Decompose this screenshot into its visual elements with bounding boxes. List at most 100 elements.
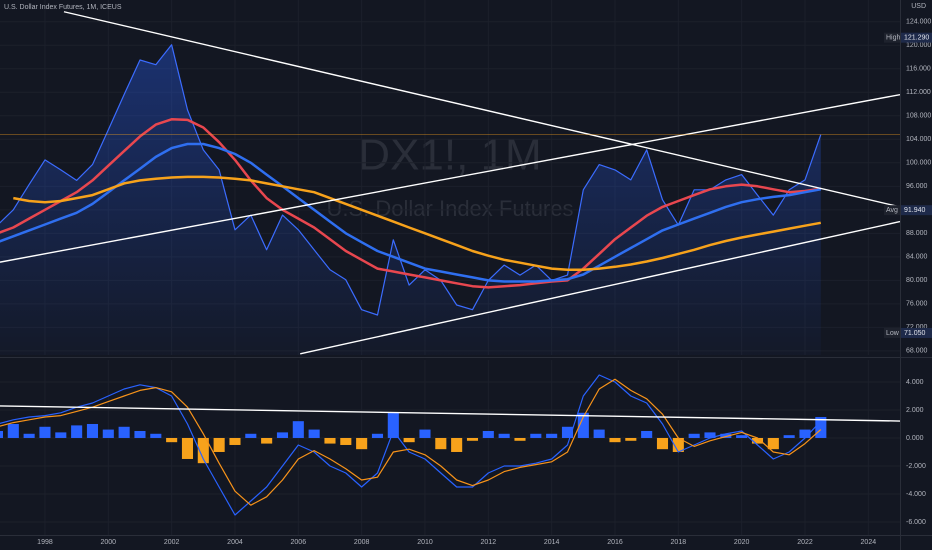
series-line — [0, 142, 822, 283]
histogram-bar — [419, 429, 431, 438]
marker-name: Low — [886, 330, 900, 337]
histogram-bar — [387, 412, 399, 438]
watermark-sub: U.S. Dollar Index Futures — [327, 196, 574, 221]
chart-header: U.S. Dollar Index Futures, 1M, ICEUS — [4, 4, 122, 11]
histogram-bar — [641, 430, 653, 438]
marker-value-box — [901, 327, 932, 338]
y-tick-label: 84.000 — [906, 254, 928, 261]
marker-value: 121.290 — [904, 35, 929, 42]
currency: USD — [911, 3, 926, 10]
histogram-bar — [767, 437, 779, 450]
histogram-bar — [308, 429, 320, 438]
y-tick-label: 116.000 — [906, 66, 931, 73]
trendline — [0, 405, 900, 422]
histogram-bar — [340, 437, 352, 445]
x-tick-label: 2020 — [734, 539, 750, 546]
y-tick-label: 100.000 — [906, 160, 931, 167]
histogram-bar — [720, 433, 732, 438]
histogram-bar — [815, 416, 827, 438]
y-tick-label: 88.000 — [906, 230, 928, 237]
y-tick-label: 4.000 — [906, 379, 924, 386]
histogram-bar — [688, 433, 700, 438]
x-tick-label: 2024 — [861, 539, 877, 546]
histogram-bar — [118, 426, 130, 438]
histogram-bar — [577, 412, 589, 438]
trendline — [63, 11, 900, 208]
y-tick-label: 2.000 — [906, 407, 924, 414]
marker-name: Avg — [886, 207, 898, 214]
series-line — [0, 118, 821, 289]
y-tick-label: 68.000 — [906, 348, 928, 355]
watermark: DX1!, 1M — [358, 131, 541, 180]
histogram-bar — [7, 423, 19, 438]
x-tick-label: 2002 — [164, 539, 180, 546]
x-tick-label: 2008 — [354, 539, 370, 546]
histogram-bar — [704, 432, 716, 438]
histogram-bar — [181, 437, 194, 459]
histogram-bar — [261, 437, 273, 444]
histogram-bar — [371, 433, 384, 438]
histogram-bar — [71, 425, 83, 438]
histogram-bar — [751, 437, 764, 444]
histogram-bar — [324, 437, 336, 444]
marker-value-box — [901, 205, 932, 216]
marker-name-box — [884, 205, 900, 216]
x-tick-label: 2006 — [291, 539, 307, 546]
histogram-bar — [783, 435, 795, 438]
histogram-bar — [292, 421, 304, 438]
series-line — [0, 378, 822, 506]
histogram-bar — [466, 437, 479, 441]
y-tick-label: 72.000 — [906, 324, 928, 331]
marker-value-box — [901, 32, 932, 43]
histogram-bar — [498, 433, 510, 438]
pane — [0, 374, 900, 523]
histogram-bar — [245, 433, 257, 438]
histogram-bar — [86, 423, 99, 438]
series-line — [0, 374, 822, 516]
marker-value: 91.940 — [904, 207, 926, 214]
histogram-bar — [546, 433, 558, 438]
y-tick-label: 104.000 — [906, 136, 931, 143]
price-area — [0, 44, 821, 355]
y-tick-label: -4.000 — [906, 491, 926, 498]
x-tick-label: 1998 — [37, 539, 53, 546]
histogram-bar — [593, 429, 605, 438]
x-tick-label: 2014 — [544, 539, 560, 546]
pane — [0, 11, 900, 355]
marker-name-box — [884, 32, 900, 43]
histogram-bar — [213, 437, 225, 452]
histogram-bar — [276, 432, 289, 438]
x-tick-label: 2022 — [797, 539, 813, 546]
x-tick-label: 2016 — [607, 539, 623, 546]
series-line — [0, 44, 822, 316]
histogram-bar — [197, 437, 209, 464]
y-tick-label: 76.000 — [906, 301, 928, 308]
histogram-bar — [102, 429, 114, 438]
histogram-bar — [403, 437, 415, 443]
y-tick-label: 108.000 — [906, 113, 931, 120]
histogram-bar — [166, 437, 178, 443]
y-tick-label: 112.000 — [906, 89, 931, 96]
marker-name: High — [886, 35, 901, 42]
histogram-bar — [482, 430, 494, 438]
trendline — [300, 220, 900, 355]
histogram-bar — [514, 437, 526, 441]
histogram-bar — [356, 437, 368, 450]
histogram-bar — [134, 430, 146, 438]
x-tick-label: 2004 — [227, 539, 243, 546]
histogram-bar — [451, 437, 463, 452]
y-tick-label: 96.000 — [906, 183, 928, 190]
y-tick-label: -6.000 — [906, 519, 926, 526]
marker-name-box — [884, 327, 900, 338]
histogram-bar — [625, 437, 637, 441]
y-tick-label: 0.000 — [906, 435, 924, 442]
histogram-bar — [229, 437, 241, 445]
x-tick-label: 2018 — [671, 539, 687, 546]
marker-value: 71.050 — [904, 330, 926, 337]
y-tick-label: 120.000 — [906, 42, 931, 49]
histogram-bar — [150, 433, 162, 438]
x-tick-label: 2012 — [481, 539, 497, 546]
histogram-bar — [55, 432, 67, 438]
histogram-bar — [609, 437, 621, 443]
